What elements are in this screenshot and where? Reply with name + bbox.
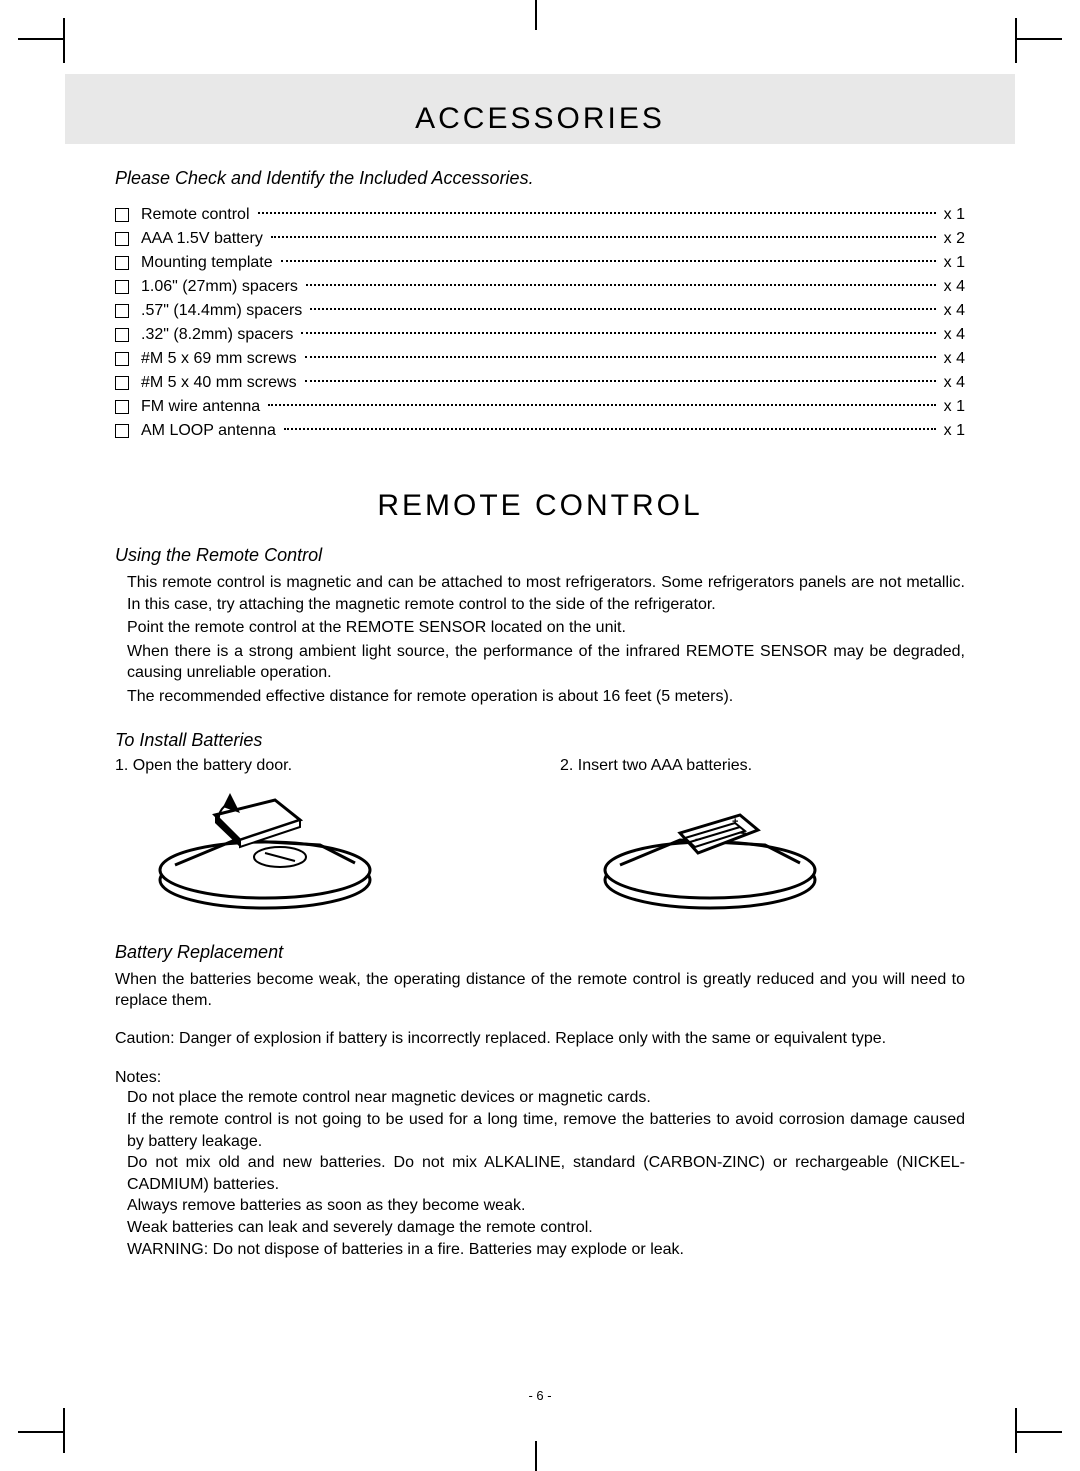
crop-mark: [535, 0, 537, 30]
step-2-col: 2. Insert two AAA batteries. + − +: [560, 757, 965, 920]
crop-mark: [1017, 38, 1062, 40]
leader-dots: [301, 332, 935, 334]
leader-dots: [310, 308, 935, 310]
leader-dots: [268, 404, 935, 406]
accessory-name: #M 5 x 40 mm screws: [141, 374, 301, 392]
accessories-title: ACCESSORIES: [65, 102, 1015, 136]
accessory-qty: x 2: [940, 230, 965, 248]
note-item: Always remove batteries as soon as they …: [127, 1195, 965, 1217]
accessory-qty: x 1: [940, 254, 965, 272]
note-item: Do not place the remote control near mag…: [127, 1087, 965, 1109]
accessory-name: #M 5 x 69 mm screws: [141, 350, 301, 368]
replace-para-1: When the batteries become weak, the oper…: [115, 969, 965, 1012]
svg-text:+: +: [740, 828, 746, 840]
accessory-qty: x 4: [940, 374, 965, 392]
using-remote-heading: Using the Remote Control: [115, 545, 965, 566]
accessory-item: Mounting template x 1: [115, 251, 965, 275]
accessory-qty: x 4: [940, 350, 965, 368]
accessory-name: Mounting template: [141, 254, 277, 272]
step-1-col: 1. Open the battery door.: [115, 757, 520, 920]
accessory-name: AM LOOP antenna: [141, 422, 280, 440]
accessory-qty: x 4: [940, 302, 965, 320]
accessory-item: AM LOOP antenna x 1: [115, 419, 965, 443]
svg-text:+: +: [732, 816, 738, 828]
accessory-qty: x 4: [940, 278, 965, 296]
accessory-item: #M 5 x 69 mm screws x 4: [115, 347, 965, 371]
crop-mark: [1017, 1431, 1062, 1433]
replace-para-2: Caution: Danger of explosion if battery …: [115, 1028, 965, 1050]
note-item: WARNING: Do not dispose of batteries in …: [127, 1239, 965, 1261]
crop-mark: [1015, 1408, 1017, 1453]
accessory-name: .57" (14.4mm) spacers: [141, 302, 306, 320]
crop-mark: [18, 1431, 63, 1433]
checkbox-icon: [115, 208, 129, 222]
document-page: ACCESSORIES Please Check and Identify th…: [65, 40, 1015, 1431]
accessory-name: AAA 1.5V battery: [141, 230, 267, 248]
accessory-name: .32" (8.2mm) spacers: [141, 326, 297, 344]
accessories-body: Please Check and Identify the Included A…: [65, 168, 1015, 443]
accessory-item: AAA 1.5V battery x 2: [115, 227, 965, 251]
checkbox-icon: [115, 424, 129, 438]
svg-text:−: −: [695, 834, 701, 846]
step-1-label: 1. Open the battery door.: [115, 757, 520, 775]
step-2-label: 2. Insert two AAA batteries.: [560, 757, 965, 775]
leader-dots: [305, 380, 936, 382]
using-para-2: Point the remote control at the REMOTE S…: [127, 617, 965, 639]
accessory-item: FM wire antenna x 1: [115, 395, 965, 419]
accessory-name: Remote control: [141, 206, 254, 224]
accessories-subtitle: Please Check and Identify the Included A…: [115, 168, 965, 189]
accessory-item: #M 5 x 40 mm screws x 4: [115, 371, 965, 395]
accessory-qty: x 1: [940, 398, 965, 416]
accessory-item: .32" (8.2mm) spacers x 4: [115, 323, 965, 347]
notes-list: Do not place the remote control near mag…: [115, 1087, 965, 1260]
checkbox-icon: [115, 376, 129, 390]
insert-batteries-illustration: + − +: [590, 785, 830, 915]
checkbox-icon: [115, 280, 129, 294]
checkbox-icon: [115, 352, 129, 366]
accessories-header: ACCESSORIES: [65, 74, 1015, 144]
checkbox-icon: [115, 232, 129, 246]
leader-dots: [284, 428, 936, 430]
accessory-item: 1.06" (27mm) spacers x 4: [115, 275, 965, 299]
leader-dots: [258, 212, 936, 214]
install-batteries-heading: To Install Batteries: [115, 730, 965, 751]
using-para-3: When there is a strong ambient light sou…: [127, 641, 965, 684]
accessory-name: 1.06" (27mm) spacers: [141, 278, 302, 296]
accessories-checklist: Remote control x 1 AAA 1.5V battery x 2 Moun…: [115, 203, 965, 443]
checkbox-icon: [115, 400, 129, 414]
remote-body: Using the Remote Control This remote con…: [65, 545, 1015, 1260]
crop-mark: [535, 1441, 537, 1471]
leader-dots: [305, 356, 936, 358]
crop-mark: [18, 38, 63, 40]
remote-control-title: REMOTE CONTROL: [65, 489, 1015, 523]
crop-mark: [1015, 18, 1017, 63]
battery-replacement-heading: Battery Replacement: [115, 942, 965, 963]
open-battery-door-illustration: [145, 785, 385, 915]
note-item: Weak batteries can leak and severely dam…: [127, 1217, 965, 1239]
notes-heading: Notes:: [115, 1069, 965, 1087]
checkbox-icon: [115, 328, 129, 342]
leader-dots: [306, 284, 936, 286]
leader-dots: [271, 236, 936, 238]
accessory-name: FM wire antenna: [141, 398, 264, 416]
accessory-qty: x 4: [940, 326, 965, 344]
accessory-qty: x 1: [940, 422, 965, 440]
note-item: If the remote control is not going to be…: [127, 1109, 965, 1152]
note-item: Do not mix old and new batteries. Do not…: [127, 1152, 965, 1195]
checkbox-icon: [115, 304, 129, 318]
using-para-4: The recommended effective distance for r…: [127, 686, 965, 708]
accessory-item: .57" (14.4mm) spacers x 4: [115, 299, 965, 323]
page-number: - 6 -: [65, 1388, 1015, 1403]
accessory-item: Remote control x 1: [115, 203, 965, 227]
leader-dots: [281, 260, 936, 262]
accessory-qty: x 1: [940, 206, 965, 224]
checkbox-icon: [115, 256, 129, 270]
battery-steps-row: 1. Open the battery door. 2. Insert two …: [115, 757, 965, 920]
using-para-1: This remote control is magnetic and can …: [127, 572, 965, 615]
